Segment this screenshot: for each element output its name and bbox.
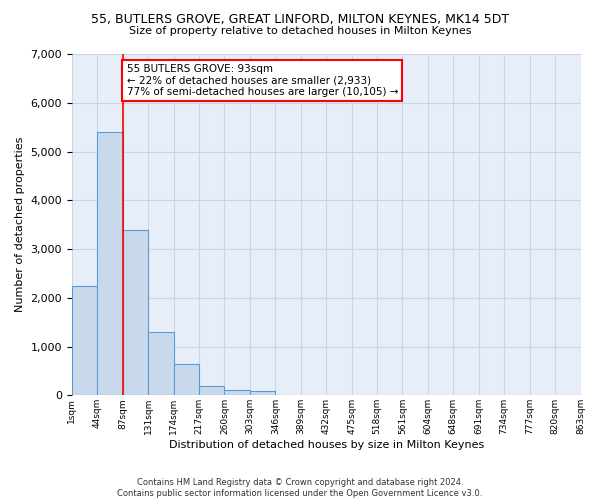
Bar (199, 386, 224, 396)
Bar (250, 392, 275, 396)
Bar (148, 332, 173, 396)
Bar (97, 132, 123, 396)
Bar (224, 390, 250, 396)
Text: 55 BUTLERS GROVE: 93sqm
← 22% of detached houses are smaller (2,933)
77% of semi: 55 BUTLERS GROVE: 93sqm ← 22% of detache… (127, 64, 398, 97)
X-axis label: Distribution of detached houses by size in Milton Keynes: Distribution of detached houses by size … (169, 440, 484, 450)
Text: Size of property relative to detached houses in Milton Keynes: Size of property relative to detached ho… (129, 26, 471, 36)
Bar (123, 230, 148, 396)
Text: 55, BUTLERS GROVE, GREAT LINFORD, MILTON KEYNES, MK14 5DT: 55, BUTLERS GROVE, GREAT LINFORD, MILTON… (91, 12, 509, 26)
Text: Contains HM Land Registry data © Crown copyright and database right 2024.
Contai: Contains HM Land Registry data © Crown c… (118, 478, 482, 498)
Bar (173, 364, 199, 396)
Bar (72, 286, 97, 396)
Y-axis label: Number of detached properties: Number of detached properties (15, 137, 25, 312)
